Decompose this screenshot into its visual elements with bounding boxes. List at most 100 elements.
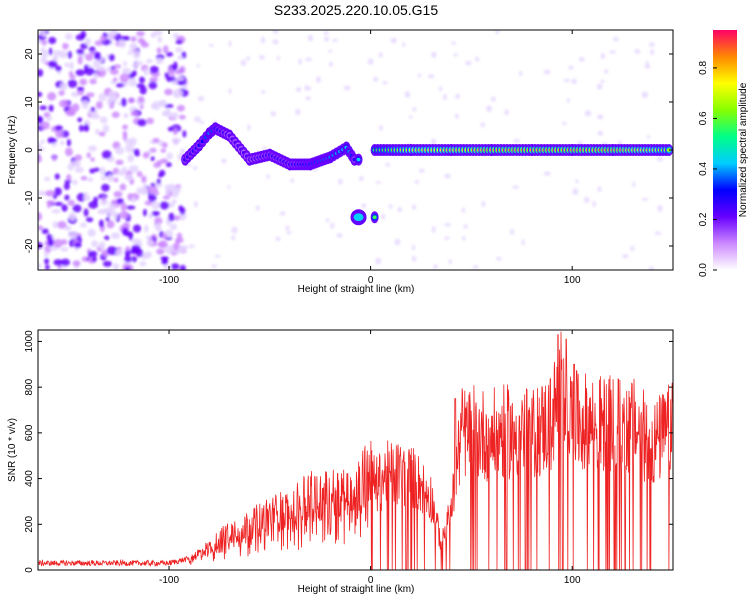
spectrogram-noise-blob bbox=[63, 182, 70, 190]
spectrogram-noise-blob bbox=[147, 185, 158, 194]
colorbar: 0.0 0.2 0.4 0.6 0.8 Normalized spectral ampl… bbox=[698, 30, 749, 277]
spectrogram-noise-blob bbox=[78, 124, 84, 132]
spectrogram-noise-blob bbox=[39, 105, 47, 111]
spectrogram-noise-blob bbox=[110, 68, 119, 75]
spectrogram-noise-blob bbox=[276, 56, 281, 61]
spectrogram-noise-blob bbox=[381, 213, 386, 220]
spectrogram-noise-blob bbox=[451, 41, 457, 45]
spectrogram-noise-blob bbox=[102, 260, 113, 267]
spectrogram-noise-blob bbox=[495, 30, 500, 35]
spectrogram-noise-blob bbox=[99, 200, 109, 206]
spectrogram-noise-blob bbox=[122, 124, 128, 130]
spectrogram-noise-blob bbox=[562, 121, 567, 125]
spectrogram-noise-blob bbox=[379, 125, 383, 132]
spectrogram-noise-blob bbox=[91, 114, 101, 120]
spectrogram-noise-blob bbox=[139, 104, 144, 110]
spectrogram-noise-blob bbox=[99, 35, 106, 42]
spectrogram-noise-blob bbox=[443, 93, 447, 101]
spectrogram-noise-blob bbox=[60, 140, 65, 146]
spectrogram-noise-blob bbox=[85, 53, 94, 61]
spectrogram-noise-blob bbox=[38, 242, 44, 249]
spectrogram-noise-blob bbox=[641, 197, 649, 201]
spectrogram-noise-blob bbox=[461, 236, 466, 241]
spectrogram-noise-blob bbox=[115, 159, 124, 166]
spectrogram-noise-blob bbox=[106, 31, 117, 37]
spectrogram-noise-blob bbox=[53, 259, 64, 266]
spectrogram-noise-blob bbox=[120, 202, 127, 211]
spectrogram-noise-blob bbox=[40, 139, 45, 144]
spectrogram-noise-blob bbox=[124, 255, 132, 263]
spectrogram-noise-blob bbox=[55, 129, 64, 139]
spectrogram-noise-blob bbox=[367, 58, 374, 65]
spectrogram-noise-blob bbox=[113, 177, 119, 183]
spectrogram-noise-blob bbox=[148, 81, 158, 90]
spectrogram-noise-blob bbox=[48, 36, 57, 45]
spectrogram-noise-blob bbox=[358, 176, 364, 182]
spectrogram-noise-blob bbox=[139, 261, 147, 267]
spectrogram-noise-blob bbox=[129, 42, 138, 51]
spectrogram-noise-blob bbox=[275, 236, 281, 241]
spectrogram-noise-blob bbox=[80, 176, 88, 181]
spectrogram-noise-blob bbox=[196, 63, 200, 68]
spectrogram-noise-blob bbox=[328, 61, 334, 67]
spectrogram-noise-blob bbox=[66, 139, 72, 147]
spectrogram-noise-blob bbox=[495, 257, 502, 261]
spectrogram-noise-blob bbox=[41, 30, 47, 37]
spectrogram-noise-blob bbox=[629, 245, 635, 251]
spectrogram-noise-blob bbox=[44, 176, 51, 182]
snr-y-tick-label: 0 bbox=[24, 567, 35, 573]
spectrogram-noise-blob bbox=[159, 201, 170, 210]
spectrogram-noise-blob bbox=[57, 220, 67, 229]
spectrogram-ridge-layer bbox=[181, 122, 673, 226]
spectrogram-noise-blob bbox=[455, 93, 460, 100]
spectrogram-noise-blob bbox=[154, 216, 163, 226]
spectrogram-noise-blob bbox=[168, 185, 176, 193]
spectrogram-noise-blob bbox=[444, 173, 451, 179]
spectrogram-noise-blob bbox=[596, 83, 603, 90]
spectrogram-noise-blob bbox=[136, 83, 145, 88]
spectrogram-noise-blob bbox=[90, 157, 95, 162]
colorbar-gradient bbox=[713, 30, 737, 270]
spectrogram-noise-blob bbox=[461, 207, 466, 214]
snr-y-label: SNR (10 * v/v) bbox=[7, 418, 18, 482]
spectrogram-noise-blob bbox=[270, 111, 277, 117]
spectrogram-noise-blob bbox=[336, 233, 343, 238]
spectrogram-noise-blob bbox=[126, 205, 136, 210]
spectrogram-ridge-peak bbox=[666, 148, 671, 152]
spectrogram-noise-blob bbox=[182, 130, 187, 138]
spectrogram-noise-blob bbox=[161, 110, 171, 117]
spectrogram-noise-blob bbox=[427, 74, 435, 79]
spectrogram-noise-blob bbox=[164, 72, 170, 79]
spectrogram-noise-blob bbox=[156, 178, 161, 185]
spectrogram-noise-blob bbox=[583, 196, 590, 203]
spectrogram-noise-blob bbox=[38, 142, 42, 148]
spectrogram-noise-blob bbox=[509, 228, 515, 235]
spectrogram-noise-blob bbox=[178, 245, 186, 254]
spectrogram-noise-blob bbox=[622, 253, 629, 259]
spectrogram-noise-blob bbox=[71, 179, 78, 185]
spectrogram-noise-blob bbox=[142, 183, 147, 192]
spectrogram-noise-blob bbox=[231, 235, 236, 241]
spectrogram-noise-blob bbox=[132, 50, 141, 59]
spectrogram-noise-blob bbox=[411, 255, 417, 262]
spectrogram-noise-blob bbox=[59, 82, 68, 92]
spectrogram-noise-blob bbox=[385, 162, 391, 167]
spectrogram-noise-blob bbox=[304, 84, 308, 92]
spectrogram-noise-blob bbox=[173, 61, 178, 71]
spectrogram-noise-blob bbox=[178, 205, 183, 212]
spectrogram-noise-blob bbox=[38, 147, 46, 152]
spectrogram-noise-blob bbox=[127, 97, 136, 104]
spectrogram-noise-blob bbox=[641, 91, 649, 99]
spectrogram-noise-blob bbox=[173, 88, 184, 97]
spectrogram-noise-blob bbox=[119, 210, 129, 219]
spectrogram-noise-blob bbox=[148, 193, 157, 203]
spectrogram-noise-blob bbox=[463, 224, 468, 229]
spectrogram-noise-blob bbox=[150, 32, 157, 38]
snr-x-tick-label: 100 bbox=[564, 575, 581, 586]
spectrogram-noise-blob bbox=[84, 37, 92, 46]
spectrogram-noise-blob bbox=[272, 39, 279, 45]
spectrogram-noise-blob bbox=[64, 179, 72, 184]
spectrogram-noise-blob bbox=[84, 64, 89, 72]
spectrogram-noise-blob bbox=[65, 110, 76, 117]
spectrogram-noise-blob bbox=[156, 47, 162, 55]
